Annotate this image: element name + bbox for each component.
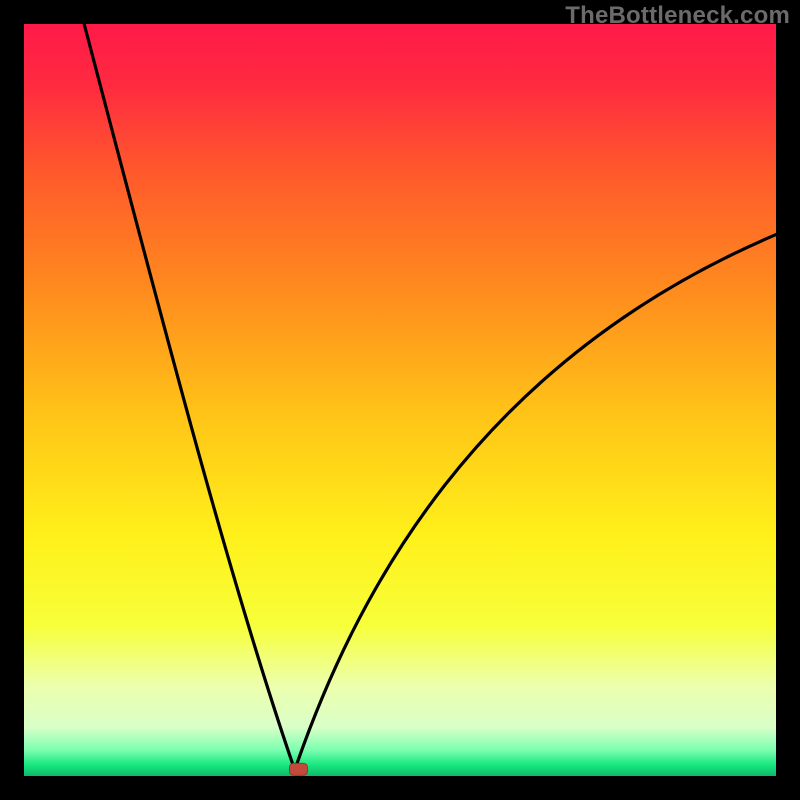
chart-frame: TheBottleneck.com [0,0,800,800]
plot-svg [0,0,800,800]
optimal-point-marker [289,763,307,775]
bottleneck-gradient [24,24,776,776]
watermark-text: TheBottleneck.com [565,2,790,30]
